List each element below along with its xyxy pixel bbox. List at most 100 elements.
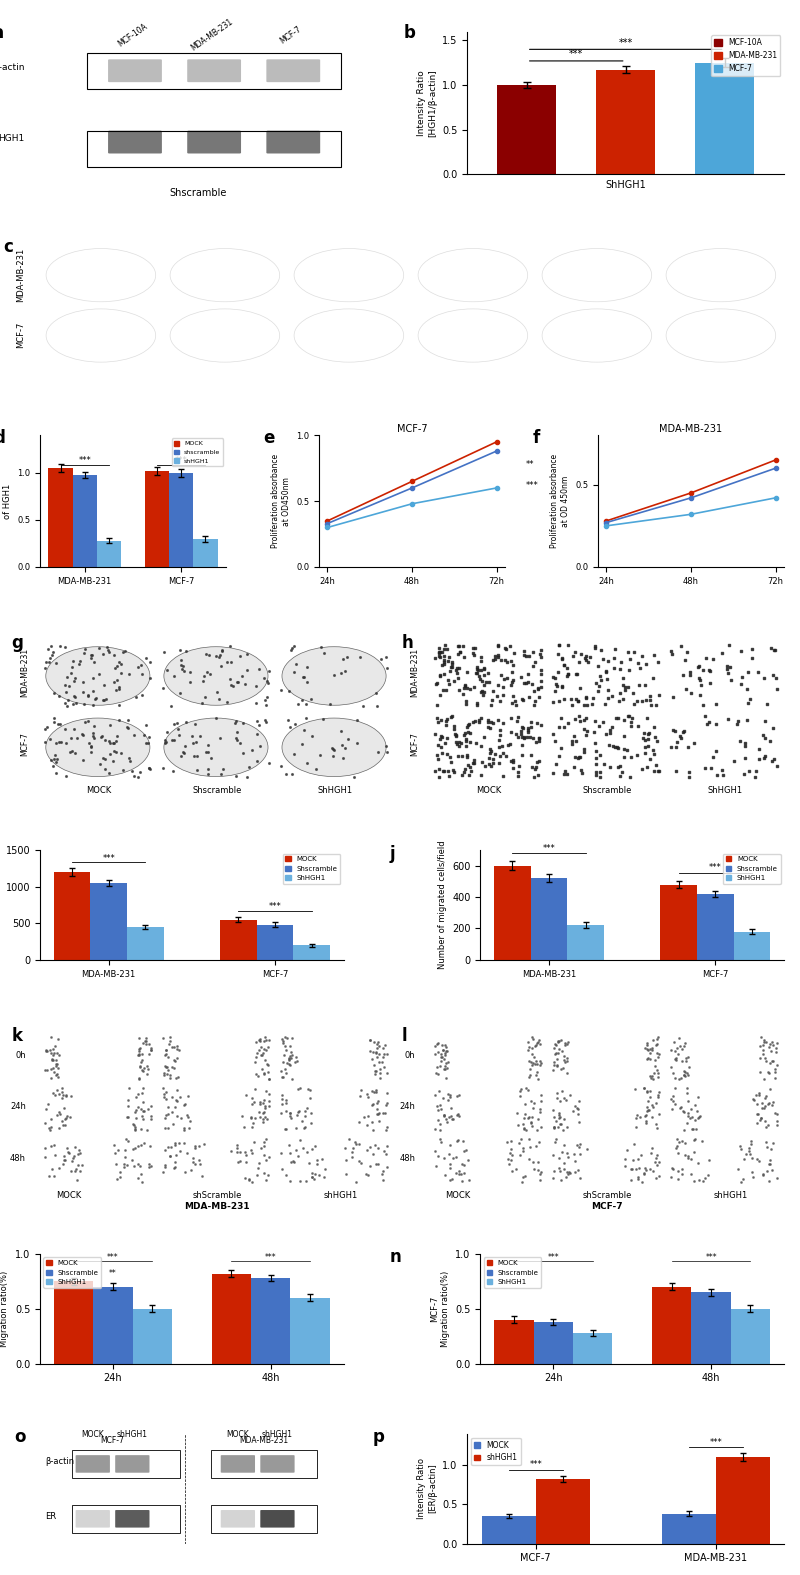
Point	[552, 1156, 565, 1181]
Point	[769, 638, 782, 663]
Point	[258, 1047, 271, 1073]
Point	[590, 739, 602, 764]
Point	[758, 747, 770, 772]
Point	[528, 1044, 541, 1069]
Point	[366, 1046, 378, 1071]
Point	[86, 643, 98, 668]
Point	[642, 726, 655, 751]
Point	[485, 739, 498, 764]
Point	[750, 1082, 762, 1107]
Point	[754, 1058, 766, 1084]
Text: f: f	[533, 428, 540, 447]
Point	[758, 1109, 771, 1134]
Point	[258, 1028, 271, 1054]
Point	[372, 1136, 385, 1161]
Point	[309, 1161, 322, 1186]
Bar	[87, 131, 341, 167]
Point	[114, 652, 127, 677]
Text: ShHGH1: ShHGH1	[318, 786, 353, 794]
Point	[226, 674, 239, 699]
Point	[546, 761, 559, 786]
Point	[325, 736, 338, 761]
Point	[327, 737, 340, 762]
Point	[50, 1062, 63, 1087]
Point	[377, 1101, 390, 1126]
Point	[434, 1126, 446, 1151]
Point	[653, 682, 666, 707]
Point	[70, 1167, 83, 1192]
Point	[46, 639, 59, 665]
Point	[552, 713, 565, 739]
Point	[685, 1147, 698, 1172]
Point	[429, 759, 442, 784]
Point	[669, 718, 682, 743]
Point	[160, 1038, 173, 1063]
Point	[646, 1027, 659, 1052]
Point	[559, 1087, 572, 1112]
Point	[300, 706, 313, 731]
Point	[166, 1035, 178, 1060]
Point	[630, 688, 643, 713]
Point	[554, 1159, 567, 1184]
Point	[136, 1047, 149, 1073]
Point	[638, 740, 651, 765]
Title: MCF-7: MCF-7	[397, 425, 427, 435]
Point	[692, 1084, 705, 1109]
Point	[739, 734, 752, 759]
Point	[675, 633, 688, 658]
Point	[514, 665, 527, 690]
Point	[468, 635, 481, 660]
Point	[302, 1151, 315, 1177]
Point	[470, 660, 483, 685]
Point	[562, 1145, 574, 1170]
Point	[559, 1164, 572, 1189]
Point	[717, 762, 730, 788]
Point	[554, 1088, 566, 1114]
Point	[470, 654, 483, 679]
Point	[554, 1028, 567, 1054]
Point	[380, 1090, 393, 1115]
Point	[323, 691, 336, 717]
Point	[53, 1082, 66, 1107]
Point	[586, 691, 598, 717]
Point	[691, 654, 704, 679]
Text: ***: ***	[618, 38, 633, 47]
Point	[593, 713, 606, 739]
Point	[76, 721, 89, 747]
Point	[280, 1060, 293, 1085]
Point	[518, 724, 530, 750]
Point	[492, 643, 505, 668]
Point	[518, 671, 530, 696]
Point	[640, 652, 653, 677]
Point	[430, 1153, 442, 1178]
Point	[461, 742, 474, 767]
FancyBboxPatch shape	[187, 131, 241, 153]
Point	[45, 1106, 58, 1131]
Point	[526, 1114, 538, 1139]
Point	[516, 688, 529, 713]
Point	[506, 1143, 518, 1169]
Point	[667, 684, 680, 709]
Point	[736, 1167, 749, 1192]
Point	[275, 677, 288, 702]
Point	[524, 1088, 537, 1114]
Point	[84, 739, 97, 764]
Point	[50, 1077, 63, 1102]
Point	[287, 1148, 300, 1173]
Point	[562, 662, 575, 687]
Point	[437, 1102, 450, 1128]
Point	[64, 726, 77, 751]
Point	[526, 726, 539, 751]
Point	[172, 717, 185, 742]
Point	[502, 1147, 514, 1172]
Point	[432, 732, 445, 758]
Point	[496, 710, 509, 736]
FancyBboxPatch shape	[108, 60, 162, 82]
Point	[675, 1162, 688, 1188]
Point	[617, 707, 630, 732]
Point	[548, 1104, 561, 1129]
Point	[553, 1145, 566, 1170]
Point	[432, 1040, 445, 1065]
Point	[574, 745, 586, 770]
Point	[556, 1139, 569, 1164]
